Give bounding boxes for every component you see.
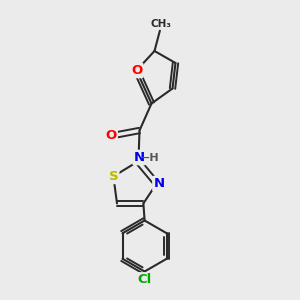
Text: CH₃: CH₃ [151,19,172,29]
Text: O: O [105,129,117,142]
Text: S: S [109,170,118,183]
Text: O: O [131,64,142,77]
Text: N: N [153,177,165,190]
Text: N: N [134,151,145,164]
Text: Cl: Cl [137,273,152,286]
Text: −H: −H [141,153,160,163]
